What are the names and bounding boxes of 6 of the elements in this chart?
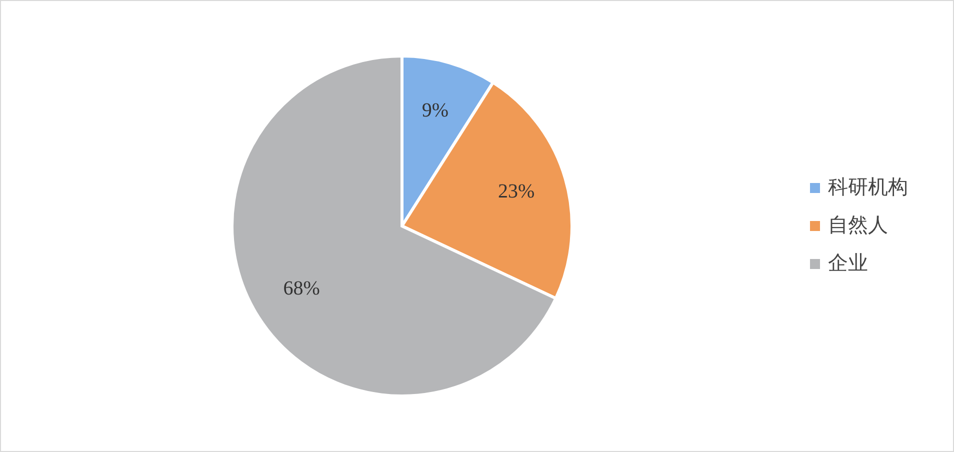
- legend-label: 科研机构: [828, 174, 908, 198]
- legend-label: 企业: [828, 250, 868, 274]
- data-label: 68%: [283, 277, 320, 300]
- data-label: 23%: [498, 180, 535, 202]
- data-label: 9%: [422, 99, 449, 122]
- legend-label: 自然人: [828, 212, 888, 236]
